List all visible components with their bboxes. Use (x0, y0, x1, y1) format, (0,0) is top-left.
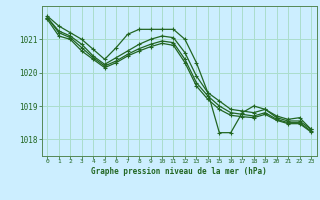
X-axis label: Graphe pression niveau de la mer (hPa): Graphe pression niveau de la mer (hPa) (91, 167, 267, 176)
